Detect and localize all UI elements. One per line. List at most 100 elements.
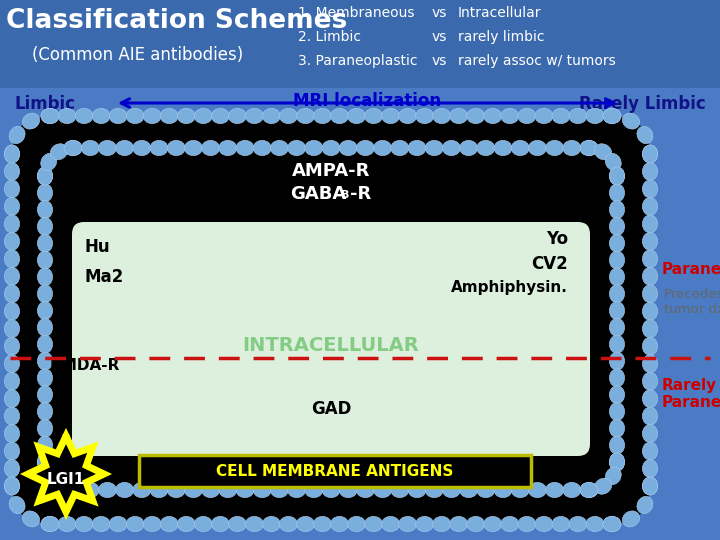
Ellipse shape	[37, 234, 53, 252]
Ellipse shape	[642, 460, 657, 477]
Ellipse shape	[37, 184, 53, 202]
Ellipse shape	[4, 460, 19, 477]
Ellipse shape	[150, 140, 168, 156]
Ellipse shape	[92, 109, 110, 124]
Ellipse shape	[271, 482, 289, 498]
Ellipse shape	[580, 140, 598, 156]
Ellipse shape	[609, 386, 625, 404]
Ellipse shape	[279, 516, 297, 532]
Ellipse shape	[37, 453, 53, 471]
Ellipse shape	[194, 516, 212, 532]
Ellipse shape	[322, 140, 340, 156]
Ellipse shape	[642, 215, 657, 233]
Ellipse shape	[37, 268, 53, 286]
Ellipse shape	[219, 140, 237, 156]
Ellipse shape	[442, 140, 460, 156]
Ellipse shape	[494, 140, 512, 156]
Ellipse shape	[41, 109, 59, 124]
Ellipse shape	[477, 482, 495, 498]
Ellipse shape	[637, 496, 653, 514]
Text: NMDA-R: NMDA-R	[50, 358, 120, 373]
Ellipse shape	[569, 109, 587, 124]
Ellipse shape	[569, 516, 587, 532]
Ellipse shape	[609, 167, 625, 185]
Ellipse shape	[236, 140, 254, 156]
Ellipse shape	[143, 109, 161, 124]
Ellipse shape	[603, 109, 621, 124]
Ellipse shape	[609, 453, 625, 471]
Ellipse shape	[109, 109, 127, 124]
Ellipse shape	[609, 167, 625, 185]
Ellipse shape	[211, 109, 229, 124]
Ellipse shape	[606, 153, 621, 171]
Ellipse shape	[563, 140, 581, 156]
Ellipse shape	[211, 516, 229, 532]
Text: Paraneoplastic: Paraneoplastic	[662, 262, 720, 277]
Ellipse shape	[167, 482, 185, 498]
Ellipse shape	[642, 442, 657, 460]
Ellipse shape	[348, 516, 366, 532]
Ellipse shape	[364, 109, 382, 124]
Ellipse shape	[236, 482, 254, 498]
Text: -R: -R	[350, 185, 372, 203]
Ellipse shape	[4, 285, 19, 303]
Ellipse shape	[484, 516, 502, 532]
Ellipse shape	[511, 140, 529, 156]
Ellipse shape	[161, 109, 179, 124]
Ellipse shape	[81, 140, 99, 156]
Ellipse shape	[339, 140, 357, 156]
Ellipse shape	[116, 482, 134, 498]
Ellipse shape	[4, 267, 19, 285]
Ellipse shape	[184, 482, 202, 498]
Ellipse shape	[609, 352, 625, 370]
Ellipse shape	[450, 516, 468, 532]
Ellipse shape	[580, 482, 598, 498]
Ellipse shape	[563, 482, 581, 498]
Ellipse shape	[64, 140, 82, 156]
Ellipse shape	[41, 109, 59, 124]
Ellipse shape	[4, 372, 19, 390]
Ellipse shape	[609, 453, 625, 471]
Text: vs: vs	[432, 6, 447, 20]
FancyBboxPatch shape	[139, 455, 531, 487]
Ellipse shape	[37, 167, 53, 185]
Ellipse shape	[642, 477, 657, 495]
Ellipse shape	[37, 319, 53, 336]
Ellipse shape	[642, 198, 657, 215]
Ellipse shape	[609, 420, 625, 437]
Ellipse shape	[37, 436, 53, 454]
Ellipse shape	[4, 145, 19, 163]
Text: CV2: CV2	[531, 255, 568, 273]
Ellipse shape	[382, 516, 400, 532]
Ellipse shape	[305, 140, 323, 156]
Ellipse shape	[4, 337, 19, 355]
Ellipse shape	[99, 482, 117, 498]
Ellipse shape	[41, 153, 57, 171]
Ellipse shape	[161, 516, 179, 532]
Ellipse shape	[642, 180, 657, 198]
Ellipse shape	[287, 482, 305, 498]
Text: (Common AIE antibodies): (Common AIE antibodies)	[32, 46, 243, 64]
Text: Amphiphysin.: Amphiphysin.	[451, 280, 568, 295]
Ellipse shape	[313, 516, 331, 532]
Ellipse shape	[9, 496, 25, 514]
Ellipse shape	[603, 516, 621, 532]
Ellipse shape	[609, 234, 625, 252]
Ellipse shape	[642, 372, 657, 390]
Ellipse shape	[433, 109, 451, 124]
FancyBboxPatch shape	[12, 116, 650, 524]
Ellipse shape	[4, 477, 19, 495]
Ellipse shape	[518, 109, 536, 124]
Ellipse shape	[586, 516, 604, 532]
Ellipse shape	[580, 482, 598, 498]
Ellipse shape	[642, 250, 657, 268]
Ellipse shape	[374, 140, 392, 156]
Ellipse shape	[4, 215, 19, 233]
Ellipse shape	[37, 201, 53, 219]
Ellipse shape	[408, 482, 426, 498]
Ellipse shape	[528, 482, 546, 498]
Ellipse shape	[4, 302, 19, 320]
Ellipse shape	[202, 482, 220, 498]
Ellipse shape	[219, 482, 237, 498]
Ellipse shape	[22, 511, 40, 527]
